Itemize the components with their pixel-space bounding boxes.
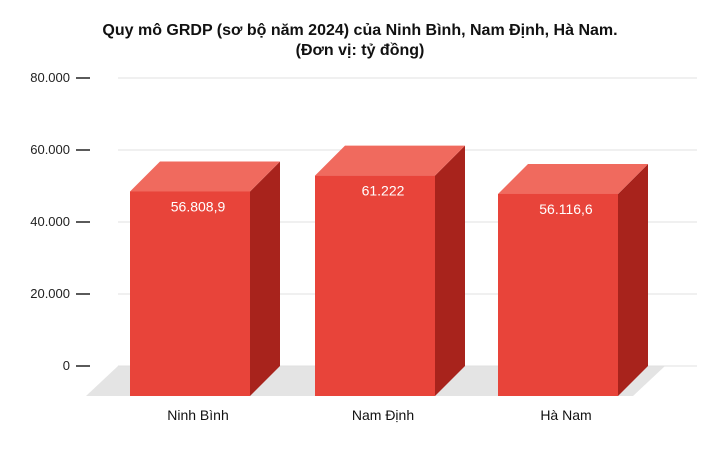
chart-subtitle: (Đơn vị: tỷ đồng) <box>295 42 425 59</box>
data-label: 56.808,9 <box>171 198 226 214</box>
data-label: 61.222 <box>362 183 405 199</box>
bar-top <box>498 163 648 194</box>
bar <box>315 175 435 396</box>
y-tick-label: 0 <box>63 358 70 373</box>
bar-top <box>315 145 465 176</box>
category-label: Ninh Bình <box>167 407 228 423</box>
y-tick-label: 60.000 <box>30 142 70 157</box>
data-label: 56.116,6 <box>539 201 593 217</box>
y-tick-label: 20.000 <box>30 286 70 301</box>
chart-title: Quy mô GRDP (sơ bộ năm 2024) của Ninh Bì… <box>102 22 618 39</box>
bar <box>498 193 618 396</box>
y-tick-label: 40.000 <box>30 214 70 229</box>
bar <box>130 191 250 396</box>
y-tick-label: 80.000 <box>30 70 70 85</box>
category-label: Nam Định <box>352 407 414 423</box>
bar-side <box>250 161 280 396</box>
bar-top <box>130 161 280 192</box>
bar-side <box>618 163 648 396</box>
bar-side <box>435 145 465 396</box>
category-label: Hà Nam <box>540 407 591 423</box>
